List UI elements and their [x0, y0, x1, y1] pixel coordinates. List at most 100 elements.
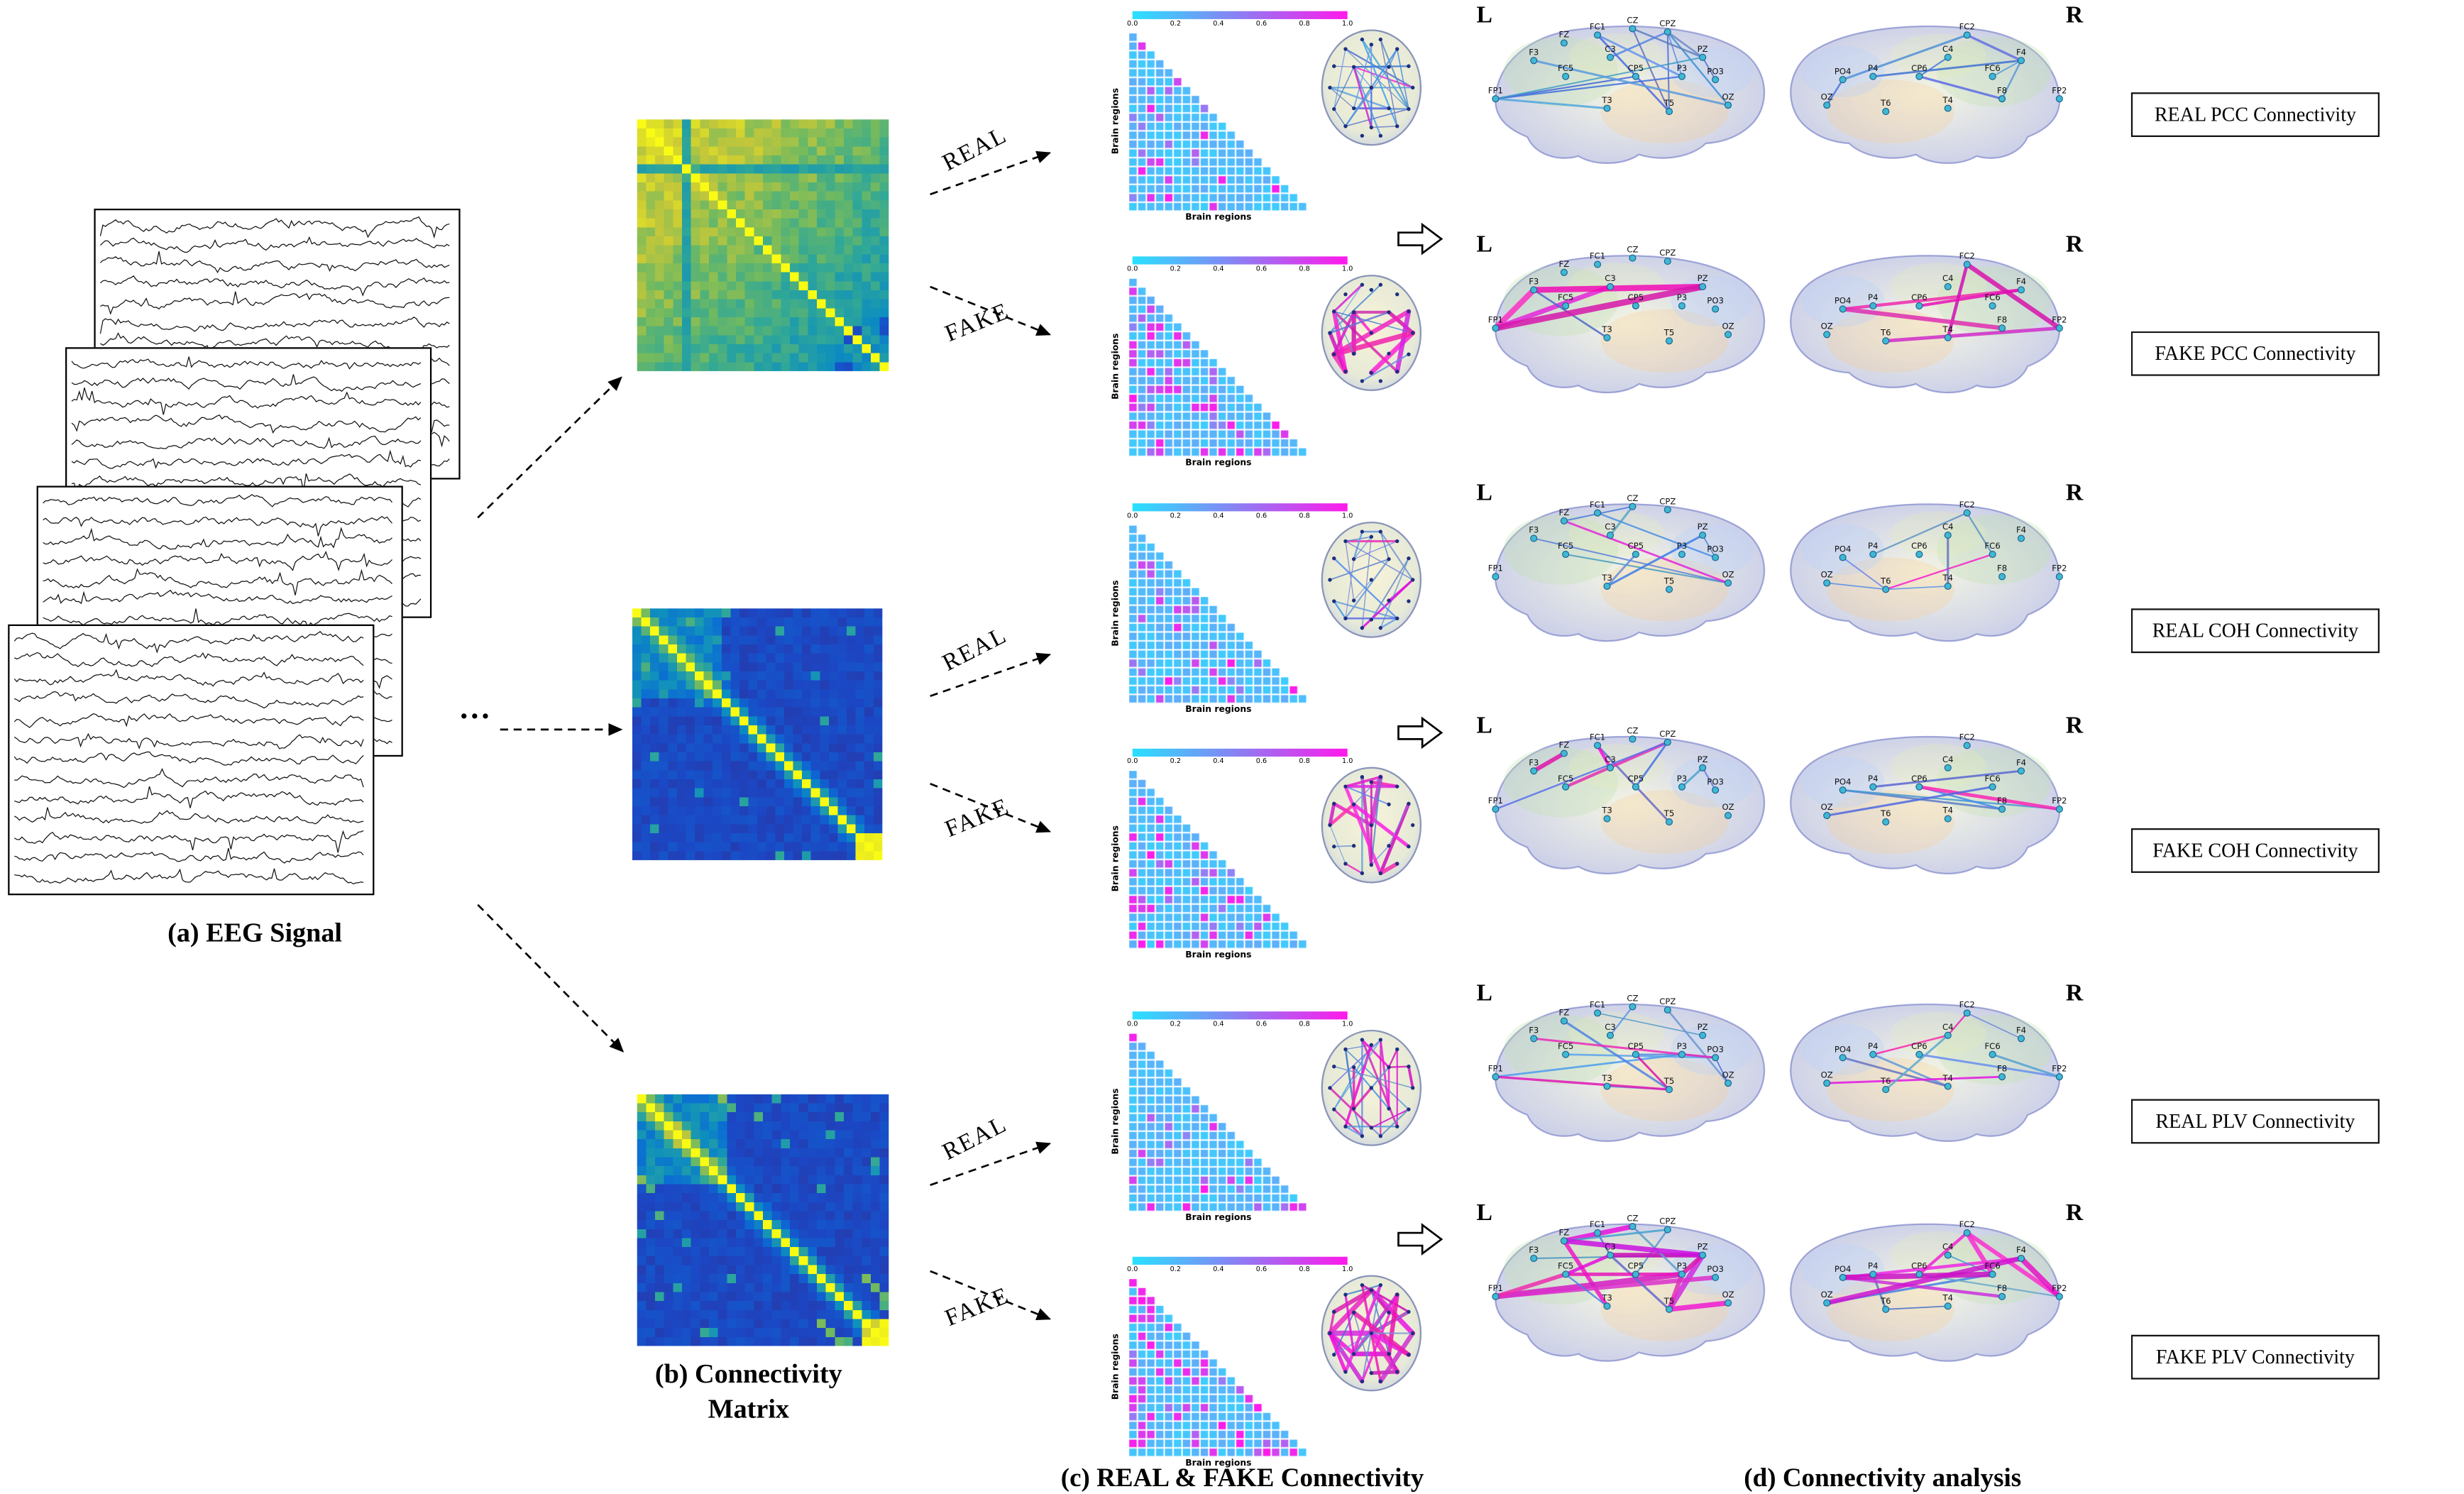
colorbar-tick: 0.2 [1170, 512, 1181, 521]
electrode-label: CZ [1627, 16, 1638, 26]
colorbar-tick: 1.0 [1341, 1266, 1353, 1275]
electrode-dot [1963, 260, 1971, 268]
triangle-matrix [1129, 278, 1308, 458]
electrode-label: PZ [1698, 754, 1708, 764]
caption-connectivity-analysis: (d) Connectivity analysis [1744, 1462, 2022, 1493]
colorbar-tick: 0.4 [1213, 265, 1224, 275]
electrode-label: OZ [1821, 1070, 1833, 1080]
flow-label-real-plv: REAL [939, 1111, 1012, 1166]
electrode-dot [1699, 764, 1707, 771]
electrode-dot [1492, 1292, 1500, 1300]
electrode-dot [1530, 534, 1538, 542]
electrode-label: OZ [1821, 570, 1833, 580]
electrode-dot [1629, 1003, 1637, 1011]
hemisphere-label-left: L [1476, 480, 1492, 507]
electrode-dot [1632, 302, 1639, 309]
colorbar-tick: 0.4 [1213, 1266, 1224, 1275]
electrode-dot [1882, 1086, 1890, 1094]
colorbar-tick: 0.4 [1213, 21, 1224, 29]
electrode-label: T4 [1942, 806, 1954, 815]
electrode-label: FC1 [1590, 500, 1605, 510]
electrode-dot [1629, 254, 1637, 262]
electrode-dot [1725, 101, 1732, 109]
electrode-dot [1725, 1080, 1732, 1087]
hemisphere-label-right: R [2065, 713, 2084, 740]
electrode-dot [1606, 1251, 1615, 1259]
electrode-label: FC6 [1984, 1041, 2000, 1051]
electrode-label: P4 [1868, 541, 1878, 551]
brain-regions-xlabel: Brain regions [1185, 705, 1252, 715]
brain-regions-xlabel: Brain regions [1185, 1459, 1252, 1469]
electrode-dot [1492, 573, 1500, 581]
electrode-label: FC6 [1984, 774, 2000, 784]
electrode-dot [1665, 108, 1673, 116]
electrode-dot [1998, 1073, 2006, 1081]
colorbar-tick: 1.0 [1341, 1021, 1353, 1029]
electrode-dot [1699, 53, 1707, 61]
electrode-dot [1712, 1054, 1720, 1062]
electrode-label: FZ [1559, 507, 1570, 517]
electrode-label: FC1 [1590, 251, 1605, 261]
electrode-dot [1823, 1080, 1831, 1087]
flow-label-fake-plv: FAKE [942, 1283, 1014, 1332]
electrode-dot [1989, 1270, 1996, 1278]
electrode-dot [1629, 1223, 1637, 1231]
colorbar-tick: 0.2 [1170, 21, 1181, 29]
electrode-dot [1989, 302, 1996, 309]
electrode-dot [1603, 334, 1611, 341]
electrode-dot [1593, 260, 1602, 268]
electrode-label: PO3 [1707, 544, 1724, 554]
electrode-dot [1944, 582, 1952, 590]
electrode-label: FP2 [2052, 796, 2067, 806]
electrode-label: CP5 [1628, 63, 1644, 73]
d-row-fake-plv-connectivity: L R FP1 F3 FZ FC5 FC1 C3 CZ CPZ CP5 T3 PZ P3 PO3 T5 OZ FP… [1473, 1201, 2085, 1383]
electrode-dot [1823, 579, 1831, 587]
electrode-dot [1663, 506, 1671, 514]
electrode-label: T5 [1663, 98, 1675, 108]
electrode-label: FP1 [1488, 314, 1503, 324]
electrode-dot [1915, 1270, 1923, 1278]
electrode-label: PO4 [1835, 1264, 1852, 1274]
brain-right-fake-pcc-connectivity: FP2 F4 FC2 FC6 C4 CP6 P4 PO4 T4 T6 F8 OZ [1790, 251, 2067, 394]
electrode-label: P4 [1868, 1041, 1878, 1051]
electrode-label: T4 [1942, 1073, 1954, 1083]
electrode-label: FZ [1559, 740, 1570, 750]
electrode-dot [1869, 783, 1877, 791]
electrode-dot [1915, 72, 1923, 80]
electrode-label: F3 [1529, 525, 1539, 535]
colorbar-tick: 0.6 [1255, 758, 1267, 767]
electrode-dot [1632, 1270, 1639, 1278]
electrode-dot [1632, 72, 1639, 80]
electrode-dot [1712, 305, 1720, 313]
hemisphere-label-left: L [1476, 3, 1492, 29]
electrode-dot [1606, 282, 1615, 291]
electrode-label: P4 [1868, 774, 1878, 784]
electrode-dot [1562, 1270, 1570, 1278]
electrode-dot [1560, 268, 1568, 276]
brain-left-real-plv-connectivity: FP1 F3 FZ FC5 FC1 C3 CZ CPZ CP5 T3 PZ P3 PO3 T5 OZ [1488, 994, 1766, 1142]
colorbar-tick: 0.4 [1213, 1021, 1224, 1029]
electrode-dot [1725, 812, 1732, 820]
electrode-label: FP1 [1488, 564, 1503, 573]
electrode-label: F4 [2016, 47, 2026, 57]
brain-left-fake-coh-connectivity: FP1 F3 FZ FC5 FC1 C3 CZ CPZ CP5 T3 PZ P3 PO3 T5 OZ [1488, 726, 1766, 874]
electrode-label: OZ [1722, 321, 1734, 331]
colorbar-tick: 0.6 [1255, 512, 1267, 521]
brain-regions-ylabel: Brain regions [1111, 825, 1121, 892]
electrode-dot [1663, 258, 1671, 265]
eeg-panel-1 [8, 624, 375, 896]
electrode-label: FC1 [1590, 1219, 1605, 1229]
flow-label-fake-coh: FAKE [942, 794, 1014, 843]
electrode-label: PO4 [1835, 66, 1852, 76]
caption-connectivity-matrix-line1: (b) Connectivity [654, 1358, 842, 1390]
electrode-dot [1712, 786, 1720, 794]
electrode-label: CZ [1627, 726, 1638, 736]
electrode-dot [1606, 764, 1615, 771]
electrode-dot [1593, 1229, 1602, 1237]
electrode-label: OZ [1821, 92, 1833, 101]
electrode-label: F8 [1997, 796, 2007, 806]
electrode-dot [1944, 334, 1952, 341]
colorbar-tick: 0.2 [1170, 1021, 1181, 1029]
electrode-label: FC5 [1558, 63, 1573, 73]
electrode-label: C3 [1605, 754, 1616, 764]
